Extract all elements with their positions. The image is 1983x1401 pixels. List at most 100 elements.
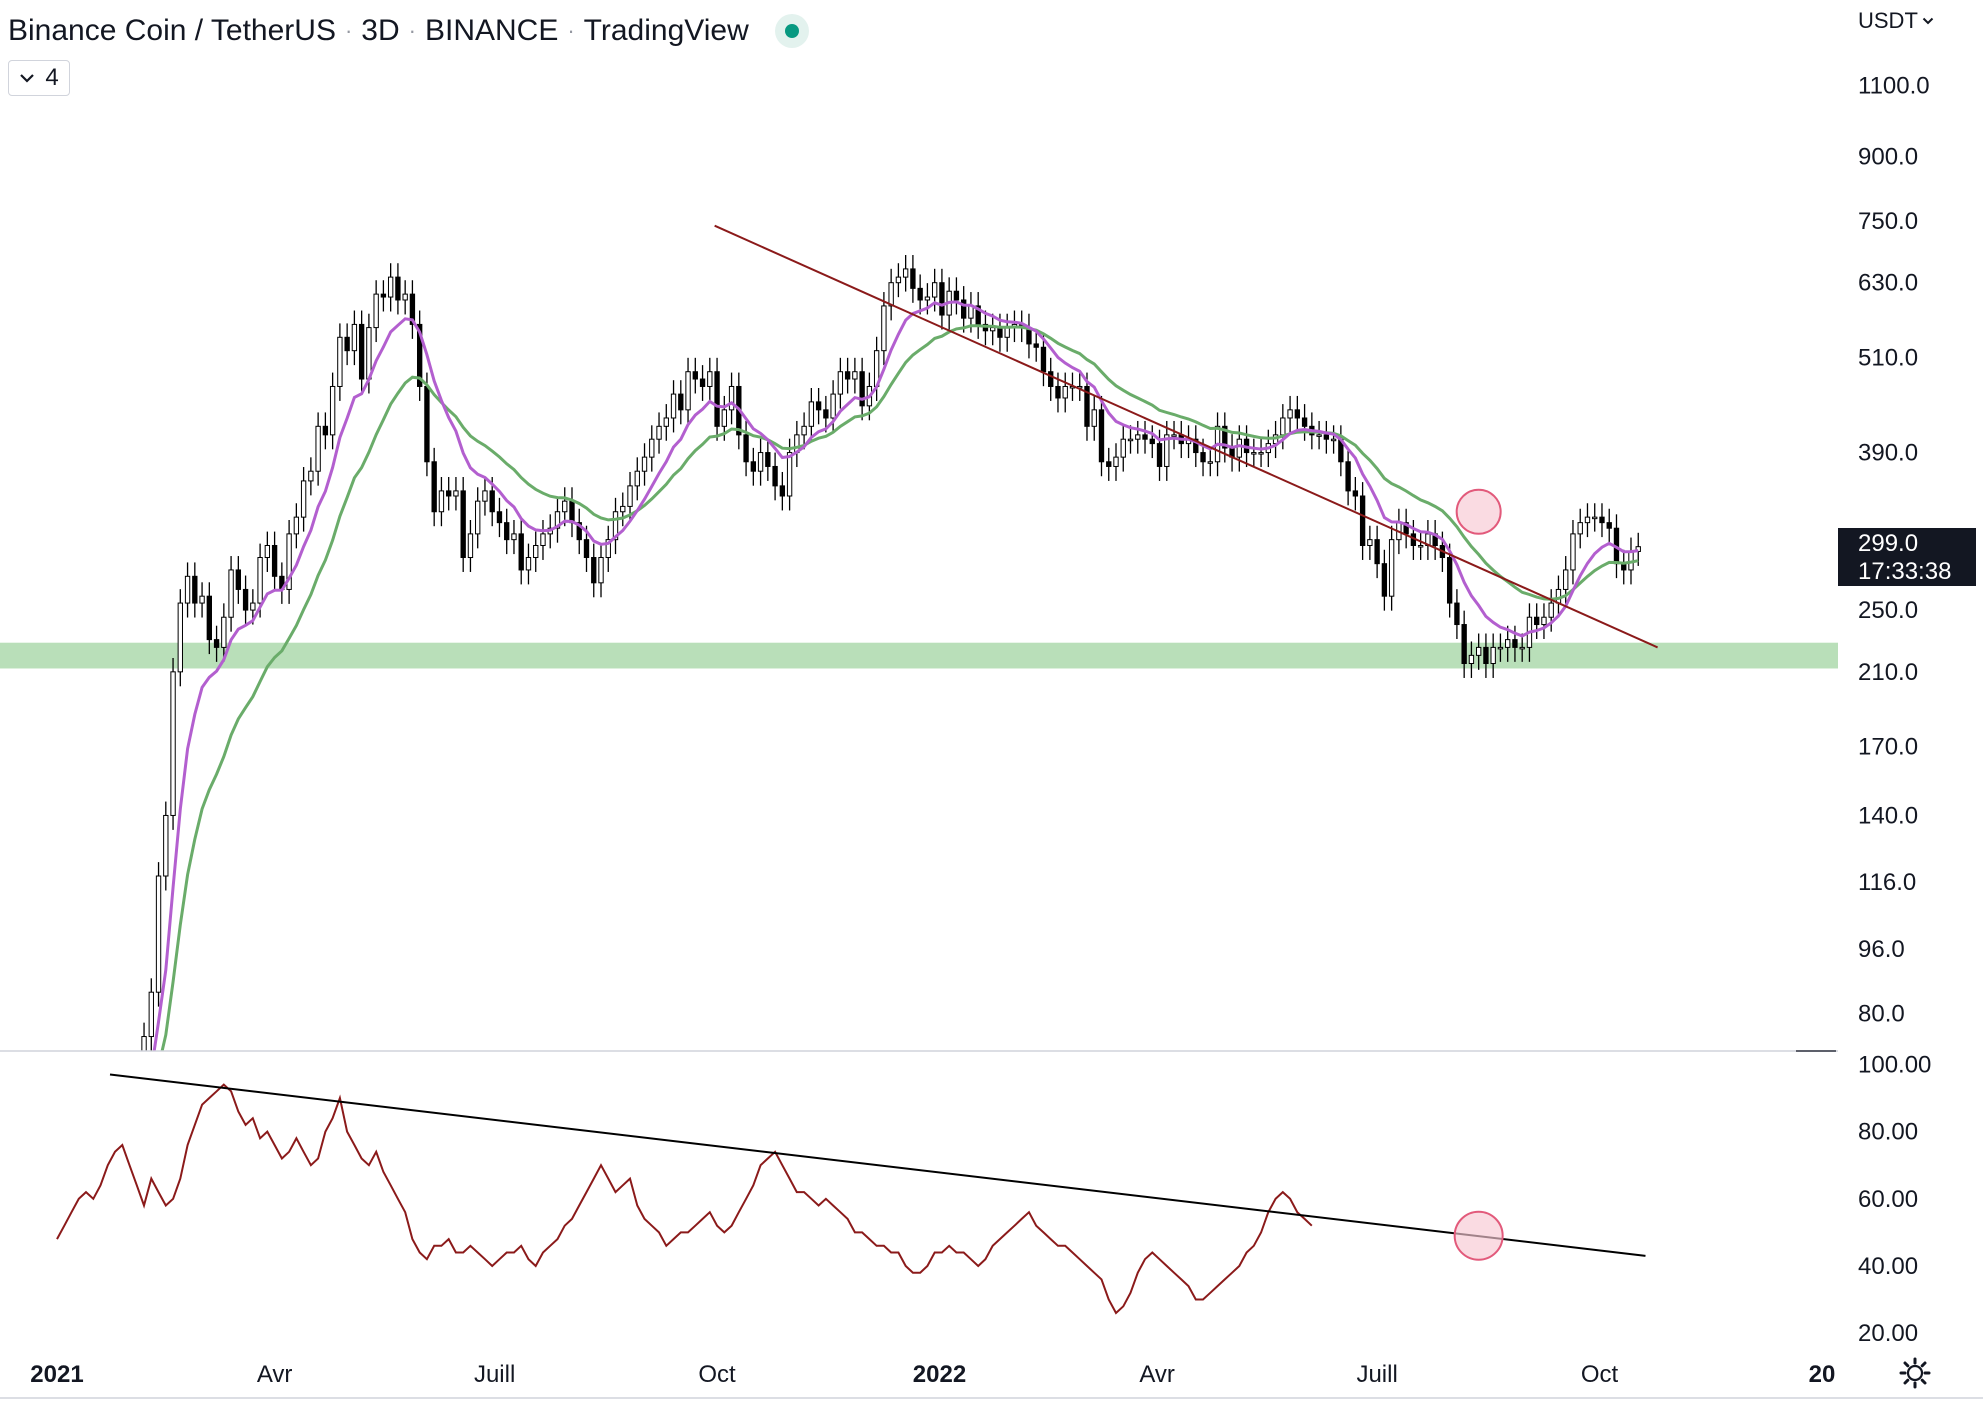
candle[interactable] bbox=[620, 492, 626, 527]
candle[interactable] bbox=[975, 292, 981, 339]
candle[interactable] bbox=[1345, 447, 1351, 506]
ema-fast-line[interactable] bbox=[130, 300, 1639, 1116]
candle[interactable] bbox=[148, 978, 154, 1051]
price-axis[interactable]: 1100.0 900.0 750.0 630.0 510.0 390.0 250.0 210.… bbox=[1858, 72, 1930, 1027]
candle[interactable] bbox=[670, 380, 677, 433]
candle[interactable] bbox=[1417, 531, 1424, 560]
candle[interactable] bbox=[1584, 503, 1591, 538]
candle[interactable] bbox=[714, 357, 720, 441]
candle[interactable] bbox=[815, 387, 822, 425]
candle[interactable] bbox=[1323, 420, 1330, 454]
candle[interactable] bbox=[395, 263, 401, 315]
candle[interactable] bbox=[344, 323, 350, 366]
candle[interactable] bbox=[1142, 420, 1148, 454]
candle[interactable] bbox=[591, 543, 597, 598]
rsi-axis[interactable]: 100.00 80.00 60.00 40.00 20.00 bbox=[1858, 1051, 1931, 1347]
candle[interactable] bbox=[438, 477, 445, 527]
candle[interactable] bbox=[605, 525, 611, 572]
candle[interactable] bbox=[794, 420, 800, 468]
rsi-line[interactable] bbox=[56, 1083, 1313, 1315]
candle[interactable] bbox=[380, 280, 387, 312]
candle[interactable] bbox=[1352, 477, 1359, 511]
candle[interactable] bbox=[504, 508, 510, 555]
candle[interactable] bbox=[387, 263, 394, 312]
candle[interactable] bbox=[1403, 508, 1409, 549]
candle[interactable] bbox=[1185, 425, 1192, 459]
candle[interactable] bbox=[823, 395, 829, 433]
candle[interactable] bbox=[1251, 438, 1257, 468]
candle[interactable] bbox=[264, 531, 271, 572]
candle[interactable] bbox=[612, 497, 619, 555]
candle[interactable] bbox=[1316, 420, 1322, 450]
price-pane[interactable] bbox=[0, 224, 1838, 1168]
candle[interactable] bbox=[155, 862, 162, 1007]
candle[interactable] bbox=[699, 365, 706, 401]
candle[interactable] bbox=[663, 404, 669, 441]
chart-title[interactable]: Binance Coin / TetherUS · 3D · BINANCE ·… bbox=[8, 8, 809, 54]
resistance-trendline[interactable] bbox=[714, 224, 1658, 649]
candle[interactable] bbox=[641, 443, 648, 486]
candle[interactable] bbox=[1164, 420, 1170, 481]
candle[interactable] bbox=[1388, 525, 1395, 611]
candle[interactable] bbox=[1113, 443, 1119, 481]
candle[interactable] bbox=[1359, 482, 1366, 560]
candle[interactable] bbox=[888, 268, 894, 321]
candle[interactable] bbox=[1091, 395, 1097, 441]
candle[interactable] bbox=[206, 582, 212, 655]
candle[interactable] bbox=[1287, 395, 1293, 433]
candle[interactable] bbox=[765, 438, 771, 481]
candle[interactable] bbox=[1127, 425, 1134, 454]
candle[interactable] bbox=[141, 1022, 147, 1097]
candle[interactable] bbox=[308, 457, 314, 496]
candle[interactable] bbox=[837, 357, 844, 409]
candle[interactable] bbox=[779, 471, 786, 511]
candle[interactable] bbox=[1367, 525, 1373, 560]
candle[interactable] bbox=[540, 519, 546, 560]
candle[interactable] bbox=[1432, 519, 1438, 560]
candle[interactable] bbox=[1519, 633, 1525, 662]
candle[interactable] bbox=[939, 268, 945, 330]
candle[interactable] bbox=[279, 562, 285, 604]
candle[interactable] bbox=[881, 292, 887, 366]
highlight-circle[interactable] bbox=[1455, 488, 1502, 535]
candle[interactable] bbox=[1149, 425, 1155, 459]
candle[interactable] bbox=[1483, 633, 1489, 678]
candle[interactable] bbox=[446, 477, 452, 511]
candle[interactable] bbox=[329, 372, 336, 450]
candle[interactable] bbox=[1505, 625, 1511, 662]
candle[interactable] bbox=[772, 452, 778, 501]
candle[interactable] bbox=[177, 589, 183, 687]
candle[interactable] bbox=[525, 543, 532, 585]
candle[interactable] bbox=[1026, 313, 1032, 359]
candle[interactable] bbox=[1490, 633, 1496, 678]
candle[interactable] bbox=[1084, 372, 1090, 441]
candle[interactable] bbox=[228, 556, 234, 632]
gear-icon[interactable] bbox=[1898, 1356, 1932, 1390]
candle[interactable] bbox=[409, 280, 416, 339]
candle[interactable] bbox=[1106, 447, 1112, 481]
candle[interactable] bbox=[1446, 543, 1453, 618]
candle[interactable] bbox=[801, 412, 807, 450]
candle[interactable] bbox=[786, 438, 793, 511]
candle[interactable] bbox=[1534, 603, 1540, 639]
candle[interactable] bbox=[315, 412, 321, 486]
candle[interactable] bbox=[482, 477, 488, 516]
candle[interactable] bbox=[1570, 519, 1576, 585]
candle[interactable] bbox=[1033, 330, 1039, 362]
candle[interactable] bbox=[1077, 372, 1083, 401]
indicators-toggle-button[interactable]: 4 bbox=[8, 60, 70, 96]
candle[interactable] bbox=[373, 280, 379, 343]
candle[interactable] bbox=[808, 387, 815, 441]
candle[interactable] bbox=[982, 310, 989, 346]
candle[interactable] bbox=[1062, 372, 1068, 413]
candle[interactable] bbox=[192, 562, 198, 618]
candle[interactable] bbox=[235, 556, 242, 604]
candle[interactable] bbox=[1541, 603, 1547, 639]
time-axis[interactable]: 2021 Avr Juill Oct 2022 Avr Juill Oct 20 bbox=[30, 1361, 1835, 1388]
candle[interactable] bbox=[1004, 313, 1010, 352]
market-status-icon[interactable] bbox=[774, 14, 809, 48]
candle[interactable] bbox=[351, 310, 358, 366]
candle[interactable] bbox=[242, 575, 249, 625]
candle[interactable] bbox=[533, 531, 539, 572]
